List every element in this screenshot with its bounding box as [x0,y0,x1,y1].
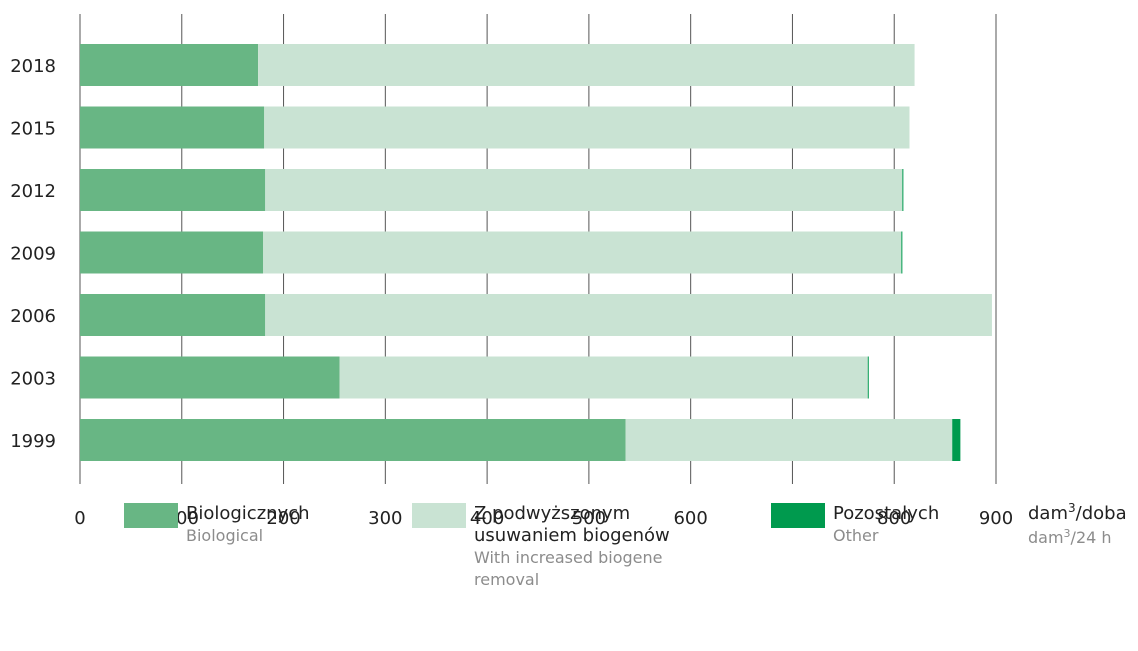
legend-swatch-biological [124,503,178,528]
category-label-2006: 2006 [10,306,56,327]
bars [80,44,992,461]
bar-1999-series-3 [952,419,961,461]
x-tick-label-900: 900 [979,508,1013,529]
x-tick-label-800: 800 [877,508,911,529]
category-label-2018: 2018 [10,56,56,77]
x-axis-unit: dam3/doba dam3/24 h [1028,501,1127,547]
bar-2012-series-3 [902,169,904,211]
category-label-1999: 1999 [10,431,56,452]
bar-2009-series-2 [263,231,902,274]
bar-2018-series-1 [80,44,259,86]
bar-2012-series-2 [265,169,903,211]
legend-item-biogene-removal: Z podwyższonym usuwaniem biogenów With i… [412,503,670,591]
legend-label-other-en: Other [833,526,879,545]
x-tick-label-400: 400 [470,508,504,529]
bar-2018-series-2 [258,44,915,86]
legend-label-biogene-removal-pl-1: Z podwyższonym [474,503,631,524]
bar-2003-series-3 [867,356,869,399]
category-label-2009: 2009 [10,244,56,265]
category-label-2015: 2015 [10,119,56,140]
legend-label-biogene-removal-en-2: removal [474,570,540,589]
legend-label-biogene-removal-en-1: With increased biogene [474,548,663,567]
legend-label-biogene-removal-pl-2: usuwaniem biogenów [474,525,670,546]
unit-label-polish: dam3/doba [1028,501,1127,524]
x-tick-label-600: 600 [673,508,707,529]
x-tick-label-300: 300 [368,508,402,529]
bar-2015-series-1 [80,106,265,149]
legend-label-other-pl: Pozostałych [833,503,940,524]
bar-2003-series-2 [339,356,868,399]
legend-item-other: Pozostałych Other [771,503,939,547]
x-tick-label-500: 500 [572,508,606,529]
category-label-2003: 2003 [10,369,56,390]
bar-2012-series-1 [80,169,266,211]
x-tick-label-0: 0 [74,508,85,529]
bar-2009-series-3 [901,231,903,274]
bar-2009-series-1 [80,231,264,274]
category-label-2012: 2012 [10,181,56,202]
legend-label-biological-en: Biological [186,526,264,545]
bar-2006-series-1 [80,294,266,336]
unit-label-english: dam3/24 h [1028,527,1112,547]
category-labels: 2018 2015 2012 2009 2006 2003 1999 [10,56,56,452]
bar-2006-series-2 [265,294,992,336]
bar-1999-series-2 [625,419,953,461]
legend-label-biological-pl: Biologicznych [186,503,310,524]
legend: Biologicznych Biological Z podwyższonym … [0,391,1138,651]
x-tick-label-200: 200 [266,508,300,529]
legend-swatch-biogene-removal [412,503,466,528]
bar-2003-series-1 [80,356,340,399]
legend-item-biological: Biologicznych Biological [124,503,310,547]
legend-swatch-other [771,503,825,528]
bar-1999-series-1 [80,419,626,461]
bar-2015-series-2 [264,106,910,149]
